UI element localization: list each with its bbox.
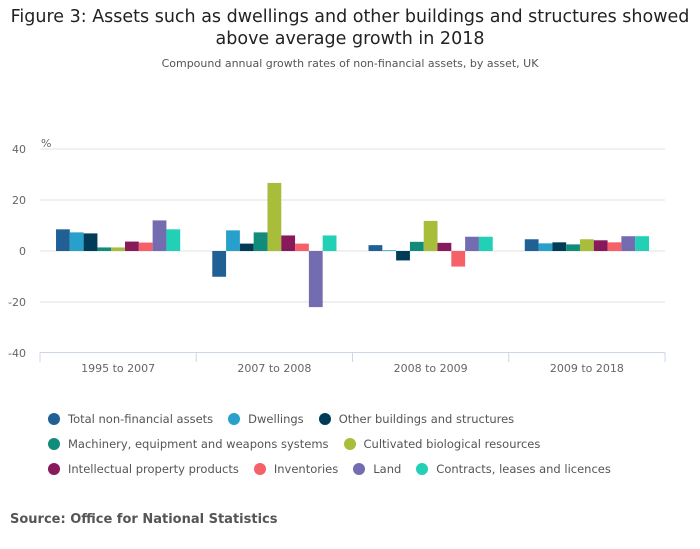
- bar[interactable]: [308, 251, 323, 308]
- legend-label: Land: [373, 461, 402, 476]
- legend-item[interactable]: Contracts, leases and licences: [416, 462, 611, 476]
- legend-row: Machinery, equipment and weapons systems…: [48, 431, 668, 456]
- bar[interactable]: [166, 229, 181, 251]
- legend-label: Total non-financial assets: [68, 411, 214, 426]
- legend-item[interactable]: Intellectual property products: [48, 462, 239, 476]
- legend-row: Total non-financial assets Dwellings Other…: [48, 406, 668, 431]
- x-axis-labels: 1995 to 2007 2007 to 2008 2008 to 2009 2009…: [81, 362, 624, 375]
- bar[interactable]: [111, 247, 126, 251]
- bars: [56, 182, 649, 308]
- bar[interactable]: [621, 236, 636, 251]
- legend-dot-icon: [228, 412, 241, 425]
- bar[interactable]: [396, 251, 410, 261]
- legend-label: Cultivated biological resources: [363, 436, 541, 451]
- bar[interactable]: [579, 239, 594, 251]
- bar[interactable]: [409, 241, 424, 251]
- legend-item[interactable]: Inventories: [253, 461, 339, 476]
- legend-dot-icon: [318, 412, 331, 425]
- y-tick-label: 40: [12, 143, 26, 156]
- y-axis-labels: 40 20 0 -20 -40: [8, 143, 26, 360]
- legend-row: Intellectual property products Inventorie…: [48, 456, 668, 481]
- bar[interactable]: [524, 239, 539, 251]
- bar[interactable]: [552, 242, 567, 251]
- bar[interactable]: [465, 236, 479, 251]
- bar[interactable]: [382, 250, 397, 252]
- bar[interactable]: [69, 232, 84, 251]
- bar[interactable]: [295, 243, 309, 251]
- legend-item[interactable]: Total non-financial assets: [48, 412, 213, 426]
- bar[interactable]: [368, 245, 383, 251]
- bar[interactable]: [56, 229, 70, 251]
- bar[interactable]: [226, 230, 240, 251]
- legend-dot-icon: [353, 462, 366, 475]
- y-tick-label: -40: [8, 347, 26, 360]
- legend-item[interactable]: Land: [353, 462, 401, 476]
- y-axis-unit-label: %: [41, 137, 51, 150]
- bar[interactable]: [83, 233, 98, 251]
- legend-item[interactable]: Dwellings: [228, 412, 304, 426]
- chart-title: Figure 3: Assets such as dwellings and o…: [10, 7, 690, 49]
- bar[interactable]: [152, 220, 167, 251]
- bar-chart: 40 20 0 -20 -40 1995 to 2007 2007 to 2008 2008…: [8, 137, 666, 375]
- bar[interactable]: [607, 242, 622, 251]
- y-tick-label: -20: [8, 296, 26, 309]
- bar[interactable]: [593, 240, 608, 251]
- bar[interactable]: [125, 241, 139, 251]
- bar[interactable]: [281, 235, 296, 251]
- bar[interactable]: [635, 236, 649, 251]
- legend-item[interactable]: Machinery, equipment and weapons systems: [48, 437, 329, 451]
- source-note: Source: Office for National Statistics: [10, 512, 278, 527]
- legend-item[interactable]: Other buildings and structures: [318, 411, 515, 426]
- legend-label: Other buildings and structures: [338, 411, 515, 426]
- bar[interactable]: [267, 182, 282, 251]
- x-tick-label: 2008 to 2009: [394, 362, 468, 375]
- x-axis: [39, 352, 666, 362]
- legend-dot-icon: [48, 437, 60, 450]
- x-tick-label: 2009 to 2018: [550, 362, 624, 375]
- x-tick-label: 1995 to 2007: [81, 362, 155, 375]
- bar[interactable]: [212, 251, 227, 277]
- bar[interactable]: [451, 251, 466, 267]
- legend-dot-icon: [48, 412, 60, 425]
- bar[interactable]: [423, 220, 438, 251]
- legend-label: Machinery, equipment and weapons systems: [68, 436, 329, 451]
- legend-dot-icon: [253, 462, 266, 475]
- y-tick-label: 20: [12, 194, 26, 207]
- legend-dot-icon: [48, 462, 60, 475]
- legend-label: Intellectual property products: [68, 461, 239, 476]
- bar[interactable]: [239, 243, 254, 251]
- legend-item[interactable]: Cultivated biological resources: [343, 436, 541, 451]
- x-tick-label: 2007 to 2008: [237, 362, 311, 375]
- bar[interactable]: [253, 232, 268, 251]
- bar[interactable]: [138, 242, 153, 251]
- bar[interactable]: [437, 242, 452, 251]
- legend-label: Contracts, leases and licences: [436, 461, 611, 476]
- bar[interactable]: [566, 244, 580, 251]
- bar[interactable]: [97, 247, 112, 251]
- bar[interactable]: [538, 243, 553, 251]
- legend: Total non-financial assets Dwellings Other…: [48, 406, 668, 481]
- legend-dot-icon: [416, 462, 429, 475]
- y-tick-label: 0: [19, 245, 26, 258]
- chart-subtitle: Compound annual growth rates of non-fina…: [161, 57, 539, 70]
- gridlines: [40, 148, 665, 303]
- legend-label: Dwellings: [248, 411, 304, 426]
- legend-dot-icon: [343, 437, 356, 450]
- legend-label: Inventories: [273, 461, 339, 476]
- bar[interactable]: [322, 235, 337, 251]
- bar[interactable]: [478, 236, 493, 251]
